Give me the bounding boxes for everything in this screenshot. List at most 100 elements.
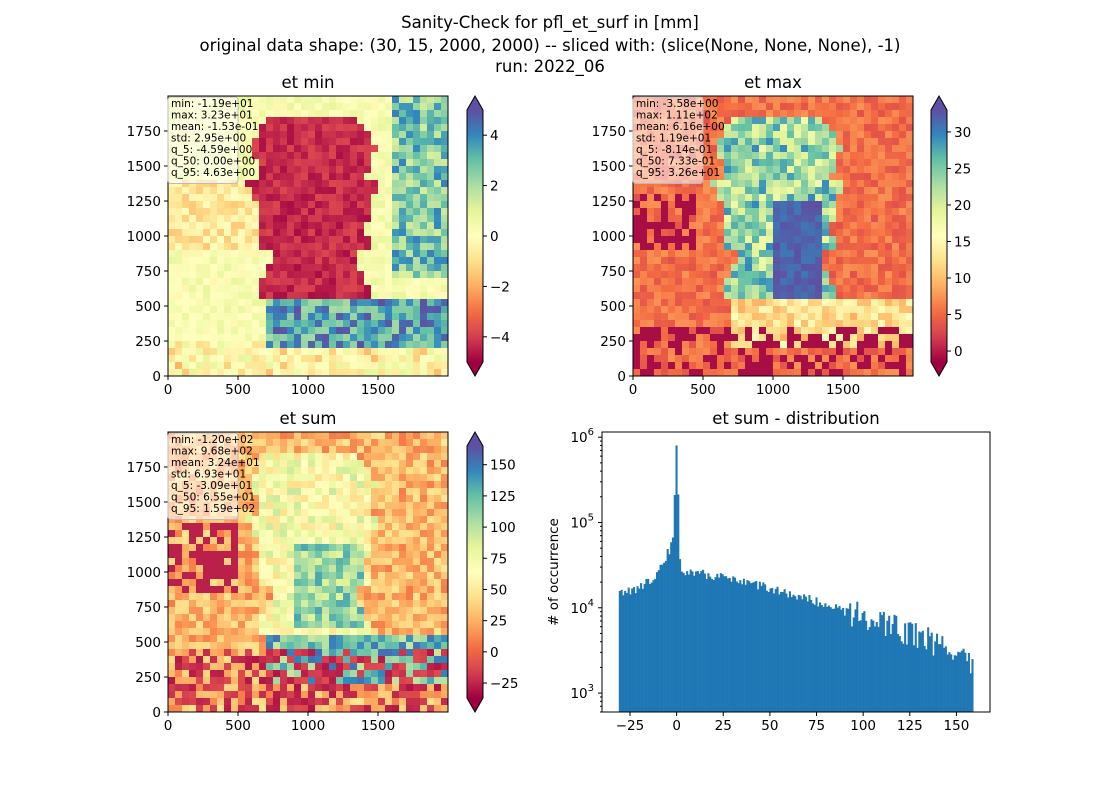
colorbar-tick-label: 5 [954, 308, 963, 324]
x-tick-label: 125 [897, 718, 923, 734]
histogram-bar [680, 571, 683, 712]
y-tick-label: 103 [570, 683, 594, 702]
x-tick-label: 0 [629, 382, 638, 398]
histogram-bar [760, 585, 763, 712]
stats-line: q_5: -8.14e-01 [636, 144, 712, 156]
stats-line: std: 1.19e+01 [636, 133, 711, 145]
histogram-bar [847, 608, 850, 712]
y-tick-label: 1500 [592, 159, 626, 175]
histogram-bar [934, 641, 937, 712]
histogram-bar [625, 593, 628, 712]
histogram-bar [898, 635, 901, 712]
histogram-bar [870, 619, 873, 712]
histogram-bar [627, 587, 630, 712]
histogram-bar [904, 623, 907, 712]
histogram-bar [959, 652, 962, 712]
figure-title-line-3: run: 2022_06 [495, 57, 605, 76]
histogram-bar [900, 641, 903, 712]
histogram-bar [694, 571, 698, 712]
colorbar-tick-label: 0 [954, 344, 963, 360]
stats-line: max: 9.68e+02 [171, 446, 253, 458]
colorbar: 0 5 10 15 20 25 30 [930, 94, 971, 378]
histogram-bar [746, 580, 749, 712]
histogram-bar [827, 605, 830, 712]
colorbar-tick-label: 50 [490, 582, 507, 598]
histogram-bar [858, 620, 861, 712]
histogram-bar [781, 591, 784, 712]
histogram-bar [817, 606, 820, 712]
histogram-bar [879, 612, 882, 712]
y-tick-label: 1250 [127, 194, 161, 210]
y-tick-label: 250 [600, 334, 626, 350]
panel-title: et min [282, 73, 335, 92]
x-tick-label: 1000 [291, 718, 325, 734]
stats-line: max: 1.11e+02 [636, 110, 718, 122]
stats-line: q_95: 3.26e+01 [636, 167, 720, 179]
histogram-bar [932, 655, 935, 712]
y-tick-label: 1750 [592, 124, 626, 140]
histogram-bar [909, 622, 912, 712]
colorbar-extend-min [467, 362, 483, 376]
x-tick-label: 75 [808, 718, 825, 734]
x-tick-label: 500 [225, 718, 251, 734]
y-tick-label: 1250 [592, 194, 626, 210]
histogram-bar [918, 631, 921, 712]
stats-line: q_50: 7.33e-01 [636, 156, 715, 168]
histogram-bar [723, 576, 726, 712]
panel-title: et max [744, 73, 802, 92]
histogram-bar [865, 620, 868, 712]
histogram-bar [920, 632, 923, 712]
histogram-bar [737, 583, 740, 712]
histogram-bar [815, 597, 818, 712]
heatmap-cells [168, 96, 449, 377]
plot-frame [601, 431, 991, 713]
histogram-bar [739, 580, 742, 712]
histogram-bar [794, 596, 797, 712]
y-tick-label: 750 [135, 264, 161, 280]
histogram-bar [799, 595, 802, 712]
histogram-bar [928, 636, 931, 712]
histogram-bar [643, 584, 646, 712]
histogram-bar [641, 588, 644, 712]
histogram-bar [834, 604, 838, 712]
y-tick-label: 250 [135, 670, 161, 686]
histogram-bar [804, 596, 807, 712]
histogram-bar [811, 603, 815, 712]
figure-title-line-2: original data shape: (30, 15, 2000, 2000… [199, 36, 901, 55]
histogram-bar [772, 593, 776, 712]
histogram-bar [881, 615, 884, 712]
histogram-bar [840, 609, 843, 712]
histogram-bar [632, 587, 636, 712]
histogram-bar [647, 578, 650, 712]
colorbar-extend-max [931, 96, 947, 110]
histogram-bar [969, 673, 972, 712]
panel-title: et sum [280, 409, 337, 428]
histogram-bar [927, 627, 930, 712]
y-tick-label: 500 [600, 299, 626, 315]
colorbar-outline [930, 94, 948, 378]
histogram-bar [935, 633, 939, 712]
stats-line: min: -1.20e+02 [171, 434, 253, 446]
histogram-bar [803, 594, 806, 712]
histogram-bar [696, 571, 699, 712]
histogram-bar [886, 620, 889, 712]
colorbar-tick-label: 10 [954, 271, 971, 287]
y-tick-label: 1500 [127, 159, 161, 175]
stats-line: std: 6.93e+01 [171, 469, 246, 481]
colorbar-extend-min [467, 698, 483, 712]
histogram-bar [712, 580, 715, 712]
y-tick-label: 0 [152, 369, 161, 385]
histogram-bar [836, 607, 839, 712]
histogram-bar [884, 635, 887, 712]
histogram-bar [849, 603, 852, 712]
histogram-bar [679, 559, 682, 712]
stats-line: q_95: 1.59e+02 [171, 503, 255, 515]
colorbar-tick-label: 25 [490, 614, 507, 630]
y-tick-label: 750 [135, 600, 161, 616]
histogram-bar [923, 645, 926, 712]
histogram-bar [907, 622, 910, 712]
histogram-bar [944, 646, 947, 712]
histogram-bar [757, 589, 760, 712]
histogram-bar [648, 584, 651, 712]
stats-line: q_50: 0.00e+00 [171, 156, 255, 168]
